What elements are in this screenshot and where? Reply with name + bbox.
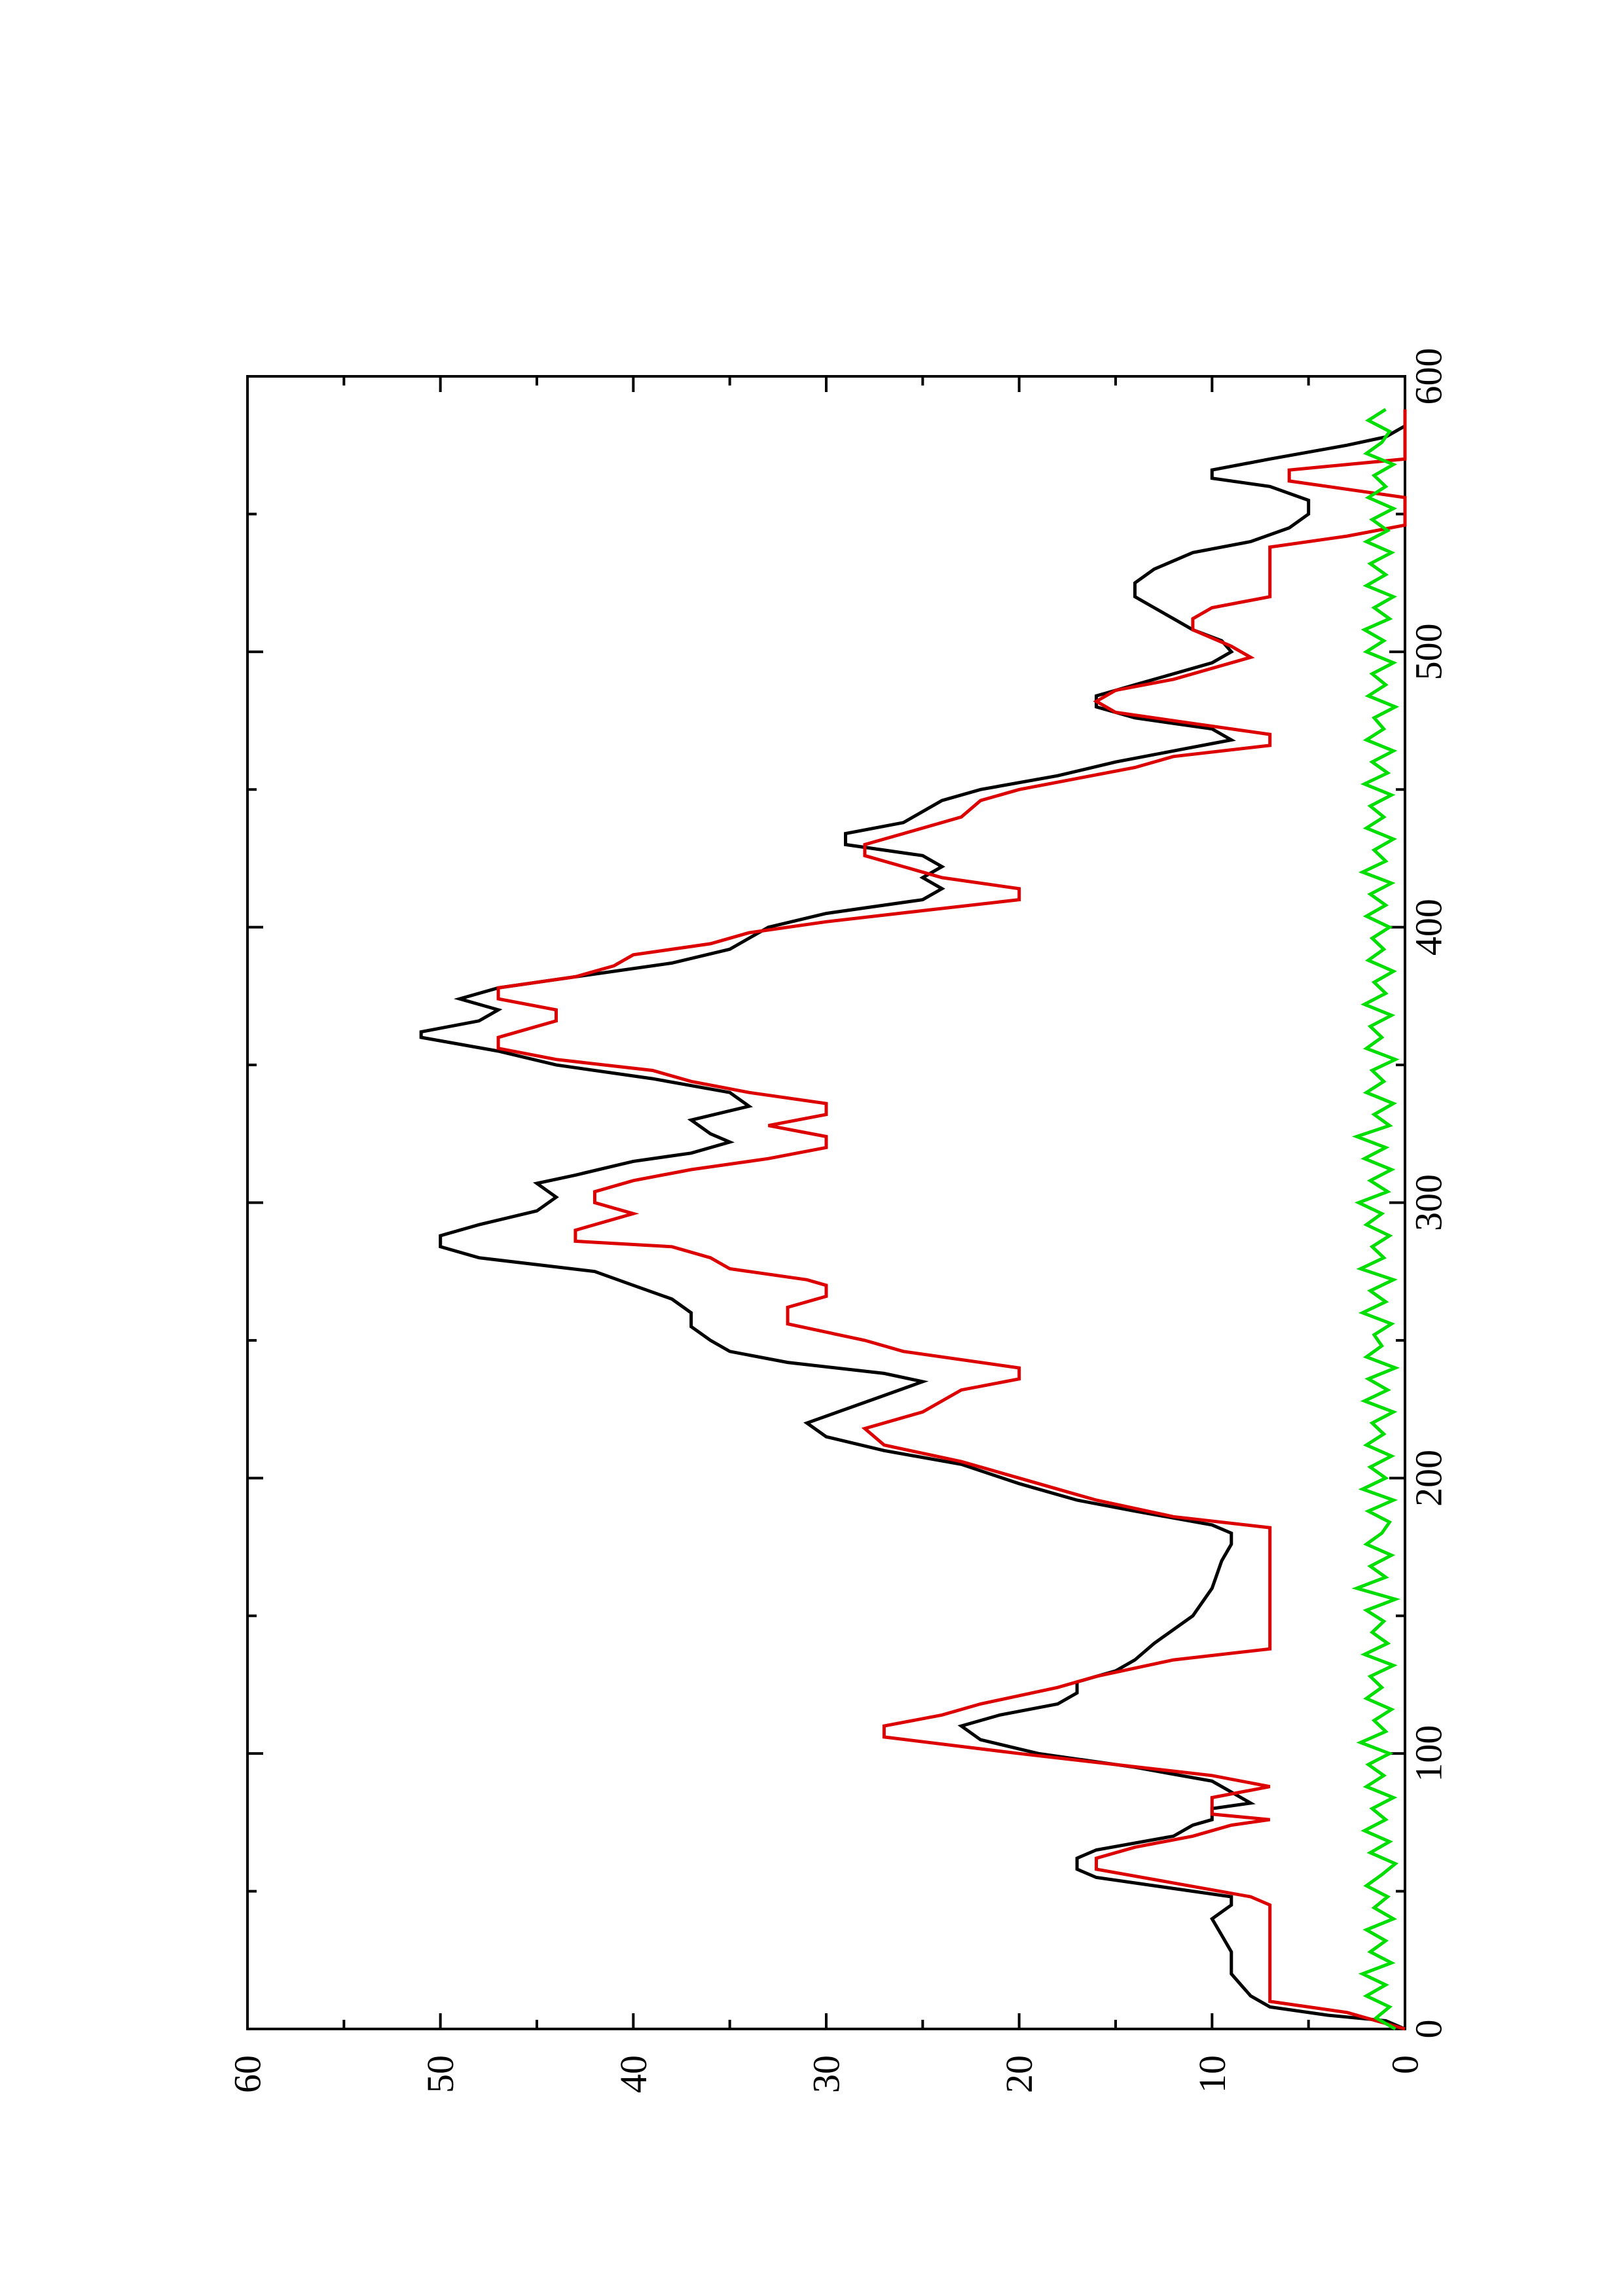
plot-border [246, 375, 1406, 2030]
y-tick-label: 60 [227, 2055, 269, 2093]
y-tick-label: 50 [419, 2055, 462, 2093]
x-tick-label: 500 [1408, 623, 1450, 680]
red-series-line [496, 409, 1407, 2031]
tick-labels: 0 100 200 300 400 500 600 0 10 20 30 40 50 60 [227, 348, 1450, 2094]
x-tick-label: 100 [1408, 1725, 1450, 1782]
x-tick-label: 0 [1408, 2020, 1450, 2039]
x-tick-label: 600 [1408, 348, 1450, 405]
axis-ticks [246, 375, 1406, 2030]
y-tick-label: 10 [1191, 2055, 1233, 2093]
y-tick-label: 0 [1384, 2055, 1427, 2074]
y-tick-label: 30 [805, 2055, 848, 2093]
x-tick-label: 200 [1408, 1450, 1450, 1507]
y-tick-label: 20 [998, 2055, 1040, 2093]
plot-frame [246, 375, 1406, 2030]
x-tick-label: 400 [1408, 899, 1450, 956]
green-series-line [1351, 408, 1401, 2031]
y-tick-label: 40 [612, 2055, 655, 2093]
black-series-line [419, 409, 1407, 2031]
series-lines [419, 408, 1407, 2031]
x-tick-label: 300 [1408, 1174, 1450, 1231]
